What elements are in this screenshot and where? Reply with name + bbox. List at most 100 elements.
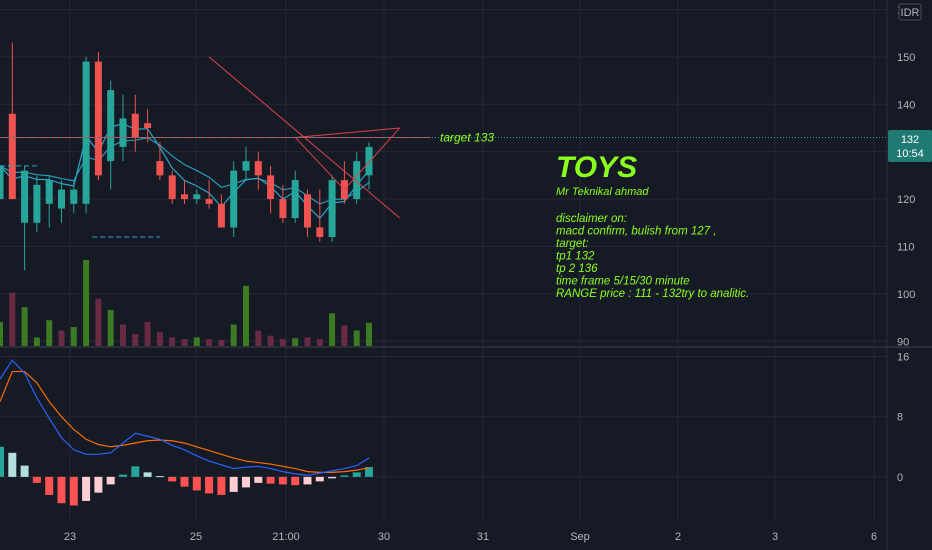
macd-histogram-bar: [303, 476, 312, 485]
macd-histogram-bar: [45, 476, 54, 495]
volume-bar: [341, 325, 348, 346]
candle-body: [316, 227, 324, 237]
macd-histogram-bar: [143, 472, 152, 477]
time-tick-label: 25: [190, 531, 202, 543]
price-tick-label: 90: [897, 336, 909, 348]
volume-bar: [0, 321, 3, 346]
candle-body: [205, 199, 213, 204]
last-price-value: 132: [901, 134, 919, 146]
volume-bar: [267, 335, 274, 346]
candle-body: [291, 180, 299, 219]
price-tick-label: 150: [897, 52, 915, 64]
macd-histogram-bar: [180, 476, 189, 487]
time-tick-label: 6: [871, 531, 877, 543]
candle-body: [279, 199, 287, 219]
volume-bar: [46, 320, 53, 346]
candle-body: [156, 161, 164, 176]
annotation-line: time frame 5/15/30 minute: [556, 276, 690, 288]
macd-histogram-bar: [242, 476, 250, 488]
volume-bar: [83, 260, 90, 346]
volume-bar: [243, 285, 249, 346]
macd-histogram-bar: [205, 476, 214, 494]
volume-bar: [193, 337, 200, 346]
candle-body: [131, 113, 139, 138]
macd-histogram-bar: [57, 476, 66, 504]
volume-bar: [9, 292, 16, 346]
candlesticks: [0, 42, 373, 271]
volume-bar: [353, 330, 360, 346]
candle-body: [58, 189, 65, 209]
currency-badge[interactable]: [898, 3, 922, 21]
volume-bar: [366, 322, 372, 346]
volume-bar: [21, 307, 28, 346]
candle-body: [82, 61, 90, 204]
price-tick-label: 110: [897, 241, 915, 253]
volume-bar: [230, 324, 237, 346]
candle-body: [365, 146, 373, 176]
candle-body: [94, 61, 102, 176]
volume-bar: [329, 313, 336, 346]
candle-body: [217, 203, 225, 228]
annotation-notes: disclaimer on:macd confirm, bulish from …: [556, 213, 749, 300]
macd-signal-line: [0, 370, 370, 473]
macd-histogram-bar: [106, 476, 115, 485]
macd-histogram-bar: [352, 472, 361, 477]
macd-histogram-bar: [119, 474, 127, 477]
macd-histogram-bar: [365, 467, 373, 477]
time-tick-label: 23: [64, 531, 76, 543]
candle-body: [304, 194, 311, 228]
candle-body: [193, 194, 201, 200]
macd-histogram-bar: [254, 476, 263, 483]
macd-histogram-bar: [20, 465, 29, 477]
candle-body: [0, 165, 4, 200]
macd-tick-label: 0: [897, 472, 903, 484]
target-label: target 133: [440, 130, 494, 144]
time-axis: 23 25 21:00 30 31 Sep 2 3 6: [64, 531, 877, 543]
candle-body: [242, 161, 250, 171]
macd-histogram-bar: [32, 476, 41, 483]
annotation-line: RANGE price : 111 - 132try to analitic.: [556, 288, 749, 300]
candle-body: [353, 161, 361, 200]
macd-line: [0, 359, 370, 476]
candle-body: [8, 113, 16, 200]
candle-body: [254, 161, 262, 176]
volume-bar: [218, 339, 225, 346]
macd-histogram-bar: [291, 476, 300, 486]
macd-histogram-bar: [0, 446, 4, 477]
time-tick-label: 31: [477, 531, 489, 543]
macd-histogram-bar: [278, 476, 287, 485]
macd-histogram-bar: [82, 476, 91, 501]
candle-body: [144, 123, 152, 128]
macd-histogram-bar: [94, 476, 103, 493]
last-price-tag: [888, 130, 932, 162]
macd-pane: [0, 359, 373, 506]
annotation-author: Mr Teknikal ahmad: [556, 186, 649, 198]
macd-histogram-bar: [340, 475, 349, 477]
candle-body: [21, 170, 29, 223]
volume-bar: [255, 330, 262, 346]
trendline-drawings[interactable]: [0, 56, 431, 238]
volume-bar: [33, 337, 40, 346]
price-axis: 901001101201301401501601680: [897, 4, 915, 483]
macd-histogram-bar: [131, 466, 140, 477]
bar-countdown: 10:54: [896, 148, 924, 160]
volume-bar: [169, 337, 176, 346]
candle-body: [340, 180, 348, 200]
price-tick-label: 140: [897, 99, 915, 111]
volume-bar: [58, 330, 65, 346]
annotation-line: macd confirm, bulish from 127 ,: [556, 226, 716, 238]
volume-bar: [70, 327, 77, 346]
candle-body: [168, 175, 176, 200]
trendline: [294, 137, 345, 190]
annotation-title: TOYS: [556, 151, 637, 184]
candle-body: [328, 180, 336, 237]
macd-histogram-bar: [155, 476, 164, 478]
macd-histogram-bar: [168, 476, 177, 482]
macd-histogram-bar: [8, 452, 17, 477]
volume-bar: [156, 332, 163, 346]
volume-bar: [304, 337, 311, 346]
macd-histogram-bar: [328, 476, 337, 479]
time-tick-label: 3: [772, 531, 778, 543]
annotation-line: tp1 132: [556, 251, 595, 263]
